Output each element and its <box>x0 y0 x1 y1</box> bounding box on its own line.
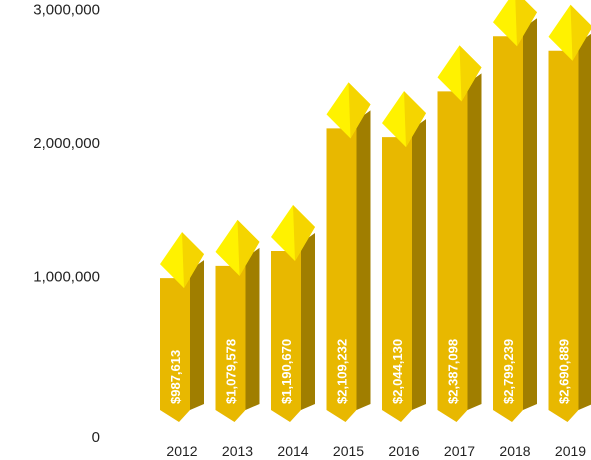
y-tick-label: 3,000,000 <box>33 2 100 19</box>
bar-side <box>412 119 426 410</box>
bar-2018: $2,799,239 <box>493 0 537 422</box>
data-label: $987,613 <box>168 350 183 404</box>
bar-cap-shade <box>182 232 204 289</box>
bar-side <box>301 233 315 410</box>
bar-front <box>215 265 246 422</box>
bar-side <box>190 260 204 410</box>
bar-2017: $2,387,098 <box>437 45 482 422</box>
x-tick-label: 2015 <box>333 443 364 459</box>
bar-side <box>245 247 260 410</box>
x-tick-label: 2017 <box>444 443 475 459</box>
bar-2015: $2,109,232 <box>326 82 371 422</box>
y-tick-label: 0 <box>92 429 100 446</box>
y-axis: 0 1,000,000 2,000,000 3,000,000 <box>33 2 100 447</box>
x-tick-label: 2014 <box>277 443 308 459</box>
x-tick-label: 2019 <box>555 443 586 459</box>
bar-side <box>523 18 537 410</box>
x-tick-label: 2012 <box>166 443 197 459</box>
bars: $987,613 $1,079,578 $1,190,670 $2,109,232 $2… <box>160 0 591 422</box>
bar-2019: $2,690,889 <box>548 4 591 422</box>
bar-2012: $987,613 <box>160 232 204 422</box>
bar-front <box>493 36 523 422</box>
y-tick-label: 1,000,000 <box>33 269 100 286</box>
bar-cap-shade <box>570 4 591 61</box>
data-label: $2,387,098 <box>446 339 461 404</box>
bar-front <box>160 278 190 422</box>
data-label: $2,044,130 <box>390 339 405 404</box>
bar-2014: $1,190,670 <box>271 205 315 422</box>
bar-front <box>382 137 412 422</box>
bar-2016: $2,044,130 <box>382 91 426 422</box>
bar-front <box>326 128 357 422</box>
y-tick-label: 2,000,000 <box>33 135 100 152</box>
data-label: $1,190,670 <box>279 339 294 404</box>
bar-front <box>437 91 468 422</box>
data-label: $2,690,889 <box>557 339 572 404</box>
data-label: $2,109,232 <box>335 339 350 404</box>
bar-front <box>271 251 301 422</box>
bar-side <box>578 33 591 410</box>
data-label: $1,079,578 <box>224 339 239 404</box>
x-axis: 2012 2013 2014 2015 2016 2017 2018 2019 <box>166 443 586 459</box>
bar-cap-shade <box>459 45 482 102</box>
bar-front <box>548 50 579 422</box>
data-label: $2,799,239 <box>501 339 516 404</box>
bar-cap-shade <box>237 219 260 276</box>
bar-cap-shade <box>293 205 315 262</box>
bar-side <box>356 110 371 410</box>
bar-2013: $1,079,578 <box>215 219 260 422</box>
bar-side <box>467 73 482 410</box>
x-tick-label: 2013 <box>222 443 253 459</box>
bar-cap-shade <box>515 0 537 47</box>
x-tick-label: 2018 <box>499 443 530 459</box>
bar-cap-shade <box>404 91 426 148</box>
bar-cap-shade <box>348 82 371 139</box>
x-tick-label: 2016 <box>388 443 419 459</box>
